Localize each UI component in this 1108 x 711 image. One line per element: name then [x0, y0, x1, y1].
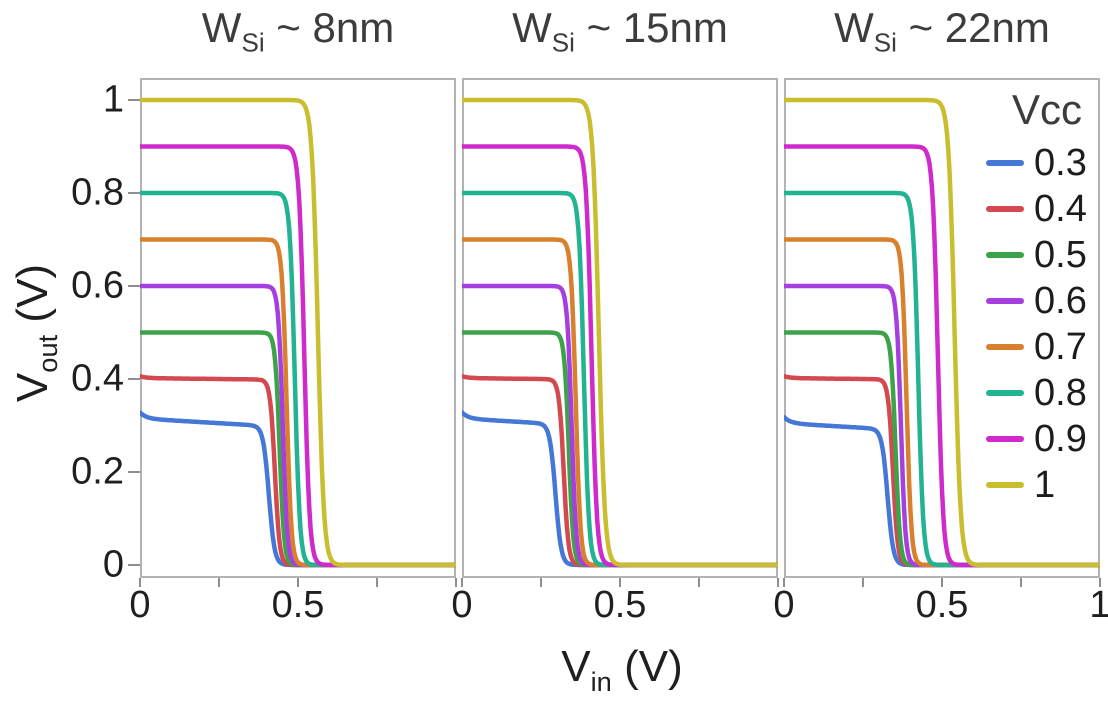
x-tick-label: 0.5 — [271, 584, 325, 626]
x-axis-tick — [698, 578, 700, 587]
x-axis-tick — [540, 578, 542, 587]
x-axis-tick — [455, 578, 457, 587]
legend-item-vcc-0.5: 0.5 — [986, 232, 1108, 278]
x-axis-tick — [297, 578, 299, 587]
y-axis-tick — [128, 378, 140, 380]
legend-item-vcc-0.6: 0.6 — [986, 278, 1108, 324]
curve-vcc-0.7 — [459, 237, 781, 568]
legend-label: 0.4 — [1034, 187, 1087, 230]
y-tick-label: 0.6 — [71, 264, 124, 307]
panel-title-22nm: WSi ~ 22nm — [834, 4, 1050, 58]
title-value: ~ 22nm — [896, 4, 1050, 51]
y-tick-label: 0 — [102, 543, 124, 586]
curve-vcc-1 — [137, 97, 459, 568]
xlabel-unit: (V) — [611, 642, 683, 691]
title-symbol: W — [512, 4, 552, 51]
legend-rows: 0.3 0.4 0.5 0.6 0.7 0.8 0.9 1 — [986, 140, 1108, 508]
legend-line-swatch — [986, 482, 1024, 488]
panel-title-8nm: WSi ~ 8nm — [202, 4, 394, 58]
plot-frame — [784, 78, 1100, 578]
legend-label: 0.6 — [1034, 279, 1087, 322]
legend-line-swatch — [986, 206, 1024, 212]
x-axis-tick — [139, 578, 141, 587]
legend-item-vcc-0.4: 0.4 — [986, 186, 1108, 232]
y-tick-label: 1 — [102, 78, 124, 121]
legend-label: 0.3 — [1034, 141, 1087, 184]
legend-item-vcc-0.7: 0.7 — [986, 324, 1108, 370]
legend-line-swatch — [986, 298, 1024, 304]
curve-vcc-0.6 — [459, 283, 781, 568]
xlabel-symbol: V — [561, 642, 591, 691]
vtc-plot-svg — [781, 78, 1103, 578]
legend-label: 0.7 — [1034, 325, 1087, 368]
x-axis-tick — [218, 578, 220, 587]
y-tick-label: 0.8 — [71, 171, 124, 214]
x-axis-tick — [862, 578, 864, 587]
plot-frame — [462, 78, 778, 578]
title-subscript: Si — [241, 27, 265, 58]
legend-item-vcc-0.8: 0.8 — [986, 370, 1108, 416]
x-axis-tick — [783, 578, 785, 587]
curve-vcc-1 — [781, 97, 1103, 568]
x-axis-tick — [777, 578, 779, 587]
x-axis-tick — [461, 578, 463, 587]
legend-item-vcc-0.3: 0.3 — [986, 140, 1108, 186]
y-tick-label: 0.4 — [71, 357, 124, 400]
legend-label: 0.9 — [1034, 417, 1087, 460]
x-axis-tick — [1020, 578, 1022, 587]
y-axis-tick — [128, 471, 140, 473]
legend-line-swatch — [986, 390, 1024, 396]
y-axis-tick — [128, 285, 140, 287]
vtc-plot-svg — [137, 78, 459, 578]
panel-title-15nm: WSi ~ 15nm — [512, 4, 728, 58]
x-tick-label: 1 — [1089, 584, 1108, 626]
legend-line-swatch — [986, 436, 1024, 442]
y-axis-tick — [128, 99, 140, 101]
legend-label: 0.8 — [1034, 371, 1087, 414]
title-subscript: Si — [873, 27, 897, 58]
xlabel-subscript: in — [590, 665, 612, 697]
title-subscript: Si — [551, 27, 575, 58]
curve-vcc-0.5 — [459, 330, 781, 568]
title-symbol: W — [201, 4, 242, 51]
curve-vcc-1 — [459, 97, 781, 568]
x-axis-tick — [376, 578, 378, 587]
panel-wsi-22nm — [781, 78, 1103, 578]
legend-item-vcc-0.9: 0.9 — [986, 416, 1108, 462]
curve-vcc-0.9 — [459, 144, 781, 568]
legend-label: 1 — [1034, 463, 1056, 506]
legend-line-swatch — [986, 252, 1024, 258]
panel-wsi-15nm — [459, 78, 781, 578]
panel-wsi-8nm — [137, 78, 459, 578]
curve-vcc-0.4 — [459, 373, 781, 568]
y-axis-tick — [128, 192, 140, 194]
legend-label: 0.5 — [1034, 233, 1087, 276]
vtc-plot-svg — [459, 78, 781, 578]
y-axis-tick — [128, 564, 140, 566]
curve-vcc-0.3 — [459, 410, 781, 568]
legend-title: Vcc — [1011, 86, 1082, 133]
x-axis-tick — [619, 578, 621, 587]
legend-line-swatch — [986, 160, 1024, 166]
title-value: ~ 15nm — [574, 4, 728, 51]
legend-line-swatch — [986, 344, 1024, 350]
title-symbol: W — [834, 4, 874, 51]
title-value: ~ 8nm — [264, 4, 395, 51]
x-axis-label: Vin (V) — [561, 642, 682, 698]
legend-item-vcc-1: 1 — [986, 462, 1108, 508]
x-tick-label: 0.5 — [593, 584, 647, 626]
x-axis-tick — [941, 578, 943, 587]
x-tick-label: 0 — [451, 584, 473, 626]
y-tick-label: 0.2 — [71, 450, 124, 493]
x-tick-label: 0.5 — [915, 584, 969, 626]
x-tick-label: 0 — [773, 584, 795, 626]
plot-frame — [140, 78, 456, 578]
x-tick-label: 0 — [129, 584, 151, 626]
legend: Vcc 0.3 0.4 0.5 0.6 0.7 0.8 0.9 1 — [986, 86, 1108, 508]
x-axis-tick — [1099, 578, 1101, 587]
